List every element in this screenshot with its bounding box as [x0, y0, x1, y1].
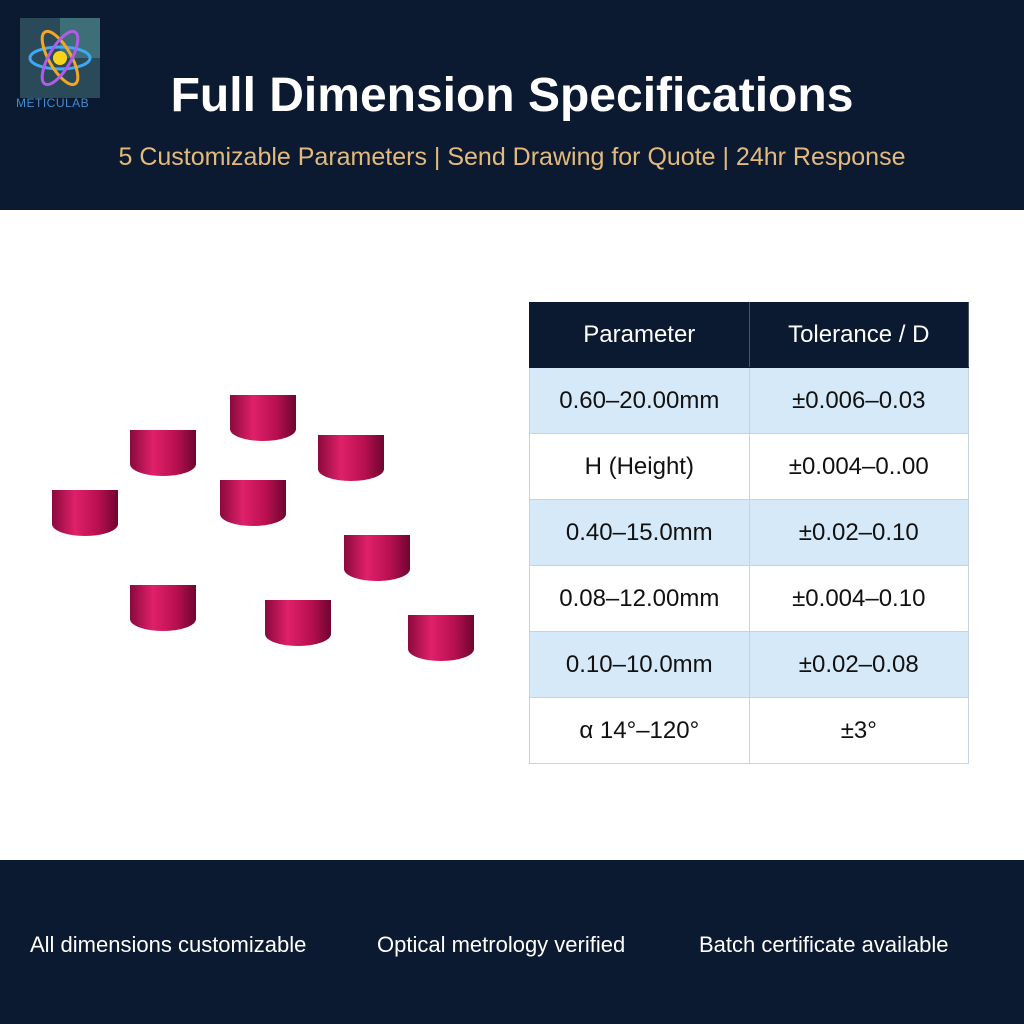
footer-item: Optical metrology verified — [377, 932, 626, 957]
product-image — [52, 383, 474, 661]
footer-item: All dimensions customizable — [30, 932, 307, 957]
table-cell: ±0.006–0.03 — [748, 367, 970, 434]
spec-table: Parameter Tolerance / D 0.60–20.00mm ±0.006… — [529, 302, 970, 764]
column-header: Tolerance / D — [748, 302, 970, 368]
table-cell: 0.60–20.00mm — [529, 367, 750, 434]
table-row: 0.40–15.0mm ±0.02–0.10 — [529, 499, 970, 566]
table-cell: 0.40–15.0mm — [529, 499, 750, 566]
table-cell: 0.10–10.0mm — [529, 631, 750, 698]
logo-icon — [20, 18, 100, 98]
header: METICULAB Full Dimension Specifications … — [0, 0, 1024, 210]
logo-text: METICULAB — [16, 96, 90, 110]
table-row: α 14°–120° ±3° — [529, 697, 970, 764]
table-row: 0.10–10.0mm ±0.02–0.08 — [529, 631, 970, 698]
table-row: H (Height) ±0.004–0..00 — [529, 433, 970, 500]
table-row: 0.60–20.00mm ±0.006–0.03 — [529, 367, 970, 434]
table-cell: ±0.004–0..00 — [748, 433, 970, 500]
footer-item: Batch certificate available — [699, 932, 949, 957]
table-cell: ±0.02–0.10 — [748, 499, 970, 566]
table-cell: ±0.02–0.08 — [748, 631, 970, 698]
table-cell: ±0.004–0.10 — [748, 565, 970, 632]
table-cell: ±3° — [748, 697, 970, 764]
table-row: 0.08–12.00mm ±0.004–0.10 — [529, 565, 970, 632]
column-header: Parameter — [529, 302, 750, 368]
title: Full Dimension Specifications — [170, 69, 854, 122]
subtitle: 5 Customizable Parameters | Send Drawing… — [118, 143, 906, 171]
table-cell: α 14°–120° — [529, 697, 750, 764]
table-cell: 0.08–12.00mm — [529, 565, 750, 632]
table-cell: H (Height) — [529, 433, 750, 500]
footer: All dimensions customizable Optical metro… — [0, 860, 1024, 1024]
header-row: Parameter Tolerance / D — [529, 302, 970, 368]
